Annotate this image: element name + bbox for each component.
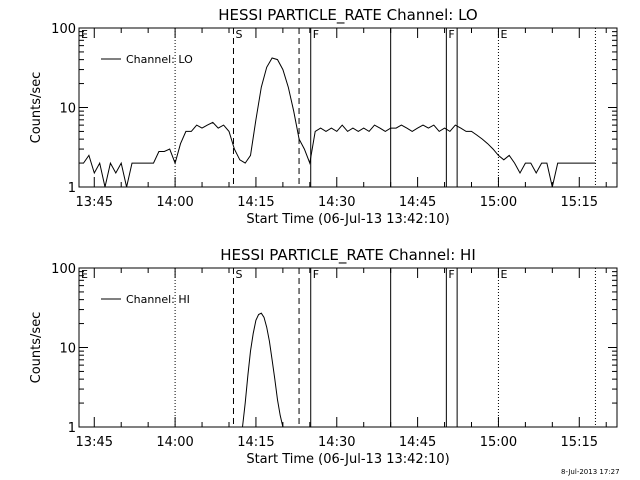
x-tick-label: 13:45 [76, 435, 113, 450]
event-marker-label: E [500, 268, 507, 281]
x-tick-label: 13:45 [76, 195, 113, 210]
y-axis-label: Counts/sec [29, 312, 44, 384]
series-line [242, 312, 284, 428]
footer-timestamp: 8-Jul-2013 17:27 [561, 468, 620, 476]
event-marker-label: E [500, 28, 507, 41]
y-tick-label: 10 [59, 102, 76, 117]
event-marker-label: F [448, 28, 454, 41]
x-tick-label: 14:45 [399, 195, 436, 210]
y-tick-label: 1 [68, 421, 76, 436]
x-tick-label: 14:00 [156, 195, 193, 210]
chart-title: HESSI PARTICLE_RATE Channel: HI [220, 246, 476, 265]
x-tick-label: 14:15 [237, 195, 274, 210]
event-marker-label: S [235, 268, 242, 281]
x-tick-label: 14:45 [399, 435, 436, 450]
y-tick-label: 1 [68, 181, 76, 196]
series-line [83, 57, 596, 188]
x-axis-label: Start Time (06-Jul-13 13:42:10) [246, 452, 449, 467]
event-marker-label: S [235, 28, 242, 41]
x-tick-label: 15:00 [480, 195, 517, 210]
chart-title: HESSI PARTICLE_RATE Channel: LO [218, 6, 477, 25]
legend-label: Channel: HI [126, 293, 190, 306]
x-tick-label: 15:15 [561, 435, 598, 450]
x-tick-label: 14:15 [237, 435, 274, 450]
event-marker-label: E [81, 28, 88, 41]
x-tick-label: 14:30 [318, 435, 355, 450]
y-tick-label: 100 [51, 22, 76, 37]
event-marker-label: F [448, 268, 454, 281]
y-tick-label: 10 [59, 342, 76, 357]
x-tick-label: 15:00 [480, 435, 517, 450]
plot-frame [78, 267, 618, 428]
y-tick-label: 100 [51, 262, 76, 277]
event-marker-label: F [313, 28, 319, 41]
x-tick-label: 14:00 [156, 435, 193, 450]
y-axis-label: Counts/sec [29, 72, 44, 144]
event-marker-label: F [313, 268, 319, 281]
plot-frame [78, 27, 618, 188]
legend-label: Channel: LO [126, 53, 193, 66]
event-marker-label: E [81, 268, 88, 281]
x-tick-label: 14:30 [318, 195, 355, 210]
x-axis-label: Start Time (06-Jul-13 13:42:10) [246, 212, 449, 227]
x-tick-label: 15:15 [561, 195, 598, 210]
